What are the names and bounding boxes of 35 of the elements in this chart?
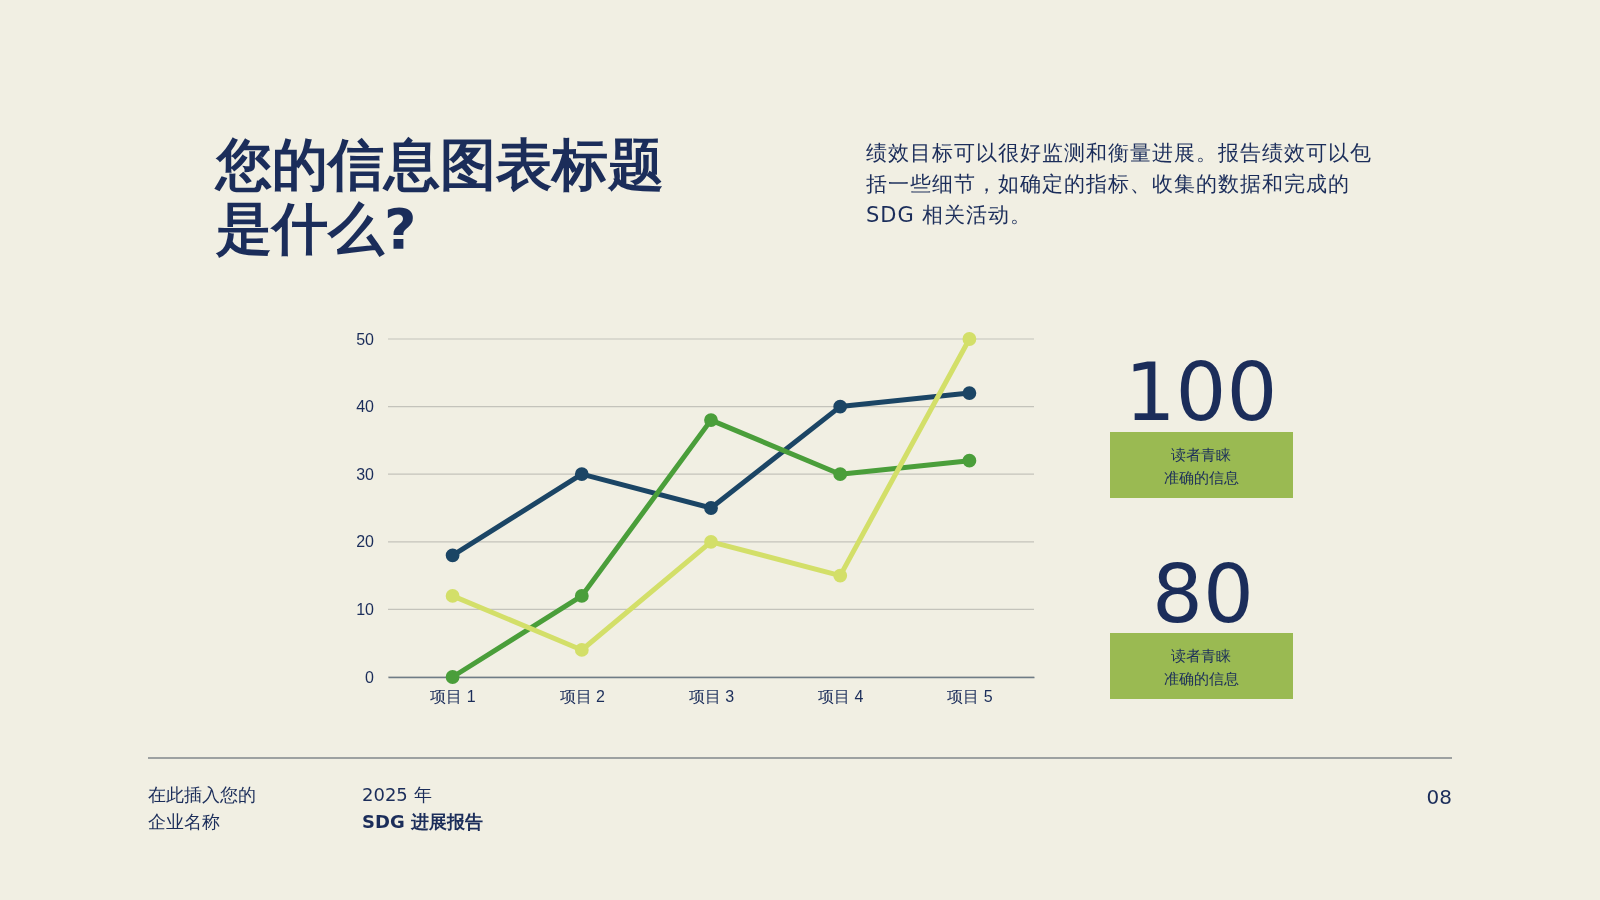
point [833, 467, 848, 482]
point [574, 588, 589, 603]
point [704, 501, 718, 515]
x-tick-label: 项目 4 [818, 688, 864, 706]
x-tick-label: 项目 3 [688, 688, 735, 706]
point [704, 534, 718, 549]
y-tick-label: 30 [356, 465, 375, 483]
y-tick-label: 50 [356, 330, 375, 348]
text: 在此插入您的企业名称 [148, 784, 256, 832]
text: 读者青睐准确的信息 [1163, 446, 1239, 487]
text: 08 [1426, 785, 1452, 809]
point [445, 588, 460, 603]
text: 80 [1152, 548, 1254, 641]
y-tick-label: 20 [356, 533, 375, 551]
point [704, 413, 718, 428]
x-tick-label: 项目 5 [947, 688, 993, 706]
point [574, 643, 589, 657]
point [962, 332, 977, 346]
x-tick-label: 项目 1 [430, 688, 476, 706]
text: 2025 年 SDG 进展报告 [362, 784, 483, 832]
text: 100 [1124, 346, 1278, 439]
point [445, 548, 460, 563]
point [833, 399, 848, 414]
point [574, 467, 589, 482]
y-tick-label: 40 [356, 398, 375, 416]
chart-title: 您的信息图表标题是什么? [214, 132, 664, 261]
text: 读者青睐准确的信息 [1163, 647, 1239, 688]
y-tick-label: 10 [356, 601, 375, 619]
point [445, 670, 460, 684]
point [833, 568, 848, 583]
point [962, 453, 977, 468]
point [962, 386, 977, 400]
y-tick-label: 0 [365, 668, 375, 686]
text: 绩效目标可以很好监测和衡量进展。报告绩效可以包括一些细节，如确定的指标、收集的数据和完成的SDG 相关活动。 [866, 141, 1372, 227]
x-tick-label: 项目 2 [559, 688, 606, 706]
